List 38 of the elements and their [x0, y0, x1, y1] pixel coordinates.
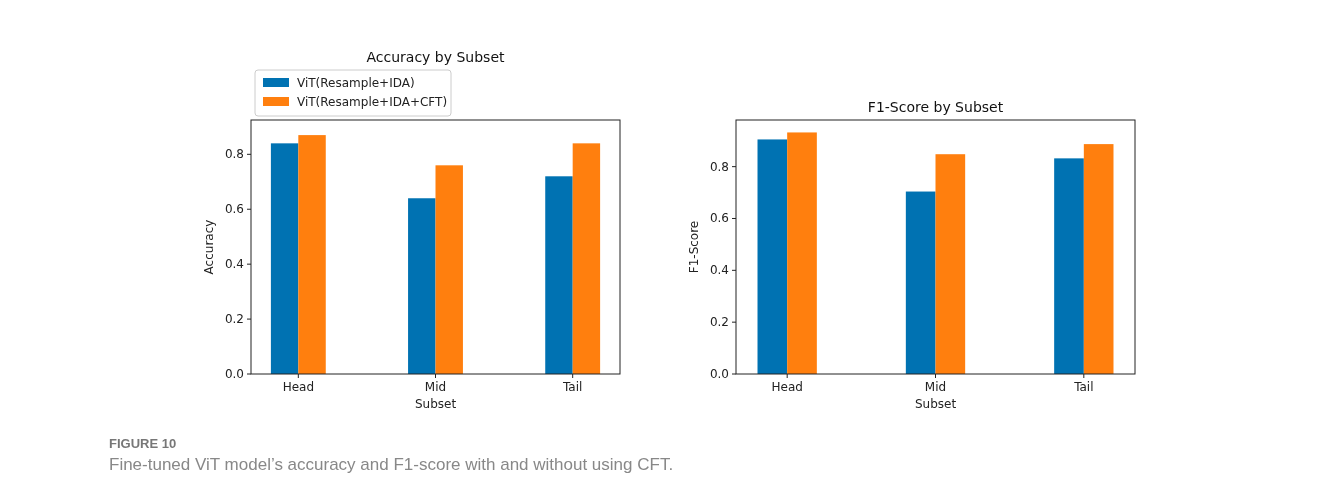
bar: [545, 176, 573, 374]
legend-label: ViT(Resample+IDA): [297, 76, 415, 90]
bar: [298, 135, 326, 374]
y-tick-label: 0.6: [224, 202, 244, 217]
y-axis-title: Accuracy: [202, 219, 216, 275]
x-tick-label: Tail: [561, 380, 583, 394]
caption: FIGURE 10: [109, 436, 177, 451]
bar: [572, 143, 601, 374]
y-axis-title: F1-Score: [687, 220, 701, 274]
y-tick-label: 0.0: [224, 367, 244, 381]
bar: [757, 139, 788, 374]
bar: [787, 132, 817, 374]
bar: [270, 143, 299, 374]
x-tick-label: Head: [282, 380, 315, 394]
x-axis-title: Subset: [914, 397, 957, 411]
y-tick-label: 0.4: [709, 263, 729, 278]
x-tick-label: Head: [771, 380, 803, 394]
x-tick-label: Mid: [424, 380, 447, 394]
y-tick-label: 0.8: [224, 147, 244, 162]
bar: [1083, 144, 1114, 374]
y-tick-label: 0.2: [224, 312, 244, 327]
x-axis-title: Subset: [414, 397, 457, 411]
bar: [435, 165, 463, 374]
y-tick-label: 0.2: [709, 315, 729, 330]
chart-title: F1-Score by Subset: [867, 99, 1004, 115]
x-tick-label: Tail: [1073, 380, 1094, 394]
x-tick-label: Mid: [924, 380, 947, 394]
y-tick-label: 0.6: [709, 211, 729, 226]
y-tick-label: 0.4: [224, 257, 244, 272]
bar: [1054, 158, 1084, 374]
bar: [905, 191, 936, 374]
y-tick-label: 0.0: [709, 367, 729, 381]
chart-title: Accuracy by Subset: [366, 49, 506, 65]
bar: [408, 198, 436, 374]
bar: [935, 154, 966, 374]
legend-label: ViT(Resample+IDA+CFT): [297, 95, 448, 109]
text: Fine-tuned ViT model’s accuracy and F1-score with and without using CFT.: [109, 455, 674, 474]
y-tick-label: 0.8: [709, 159, 729, 174]
